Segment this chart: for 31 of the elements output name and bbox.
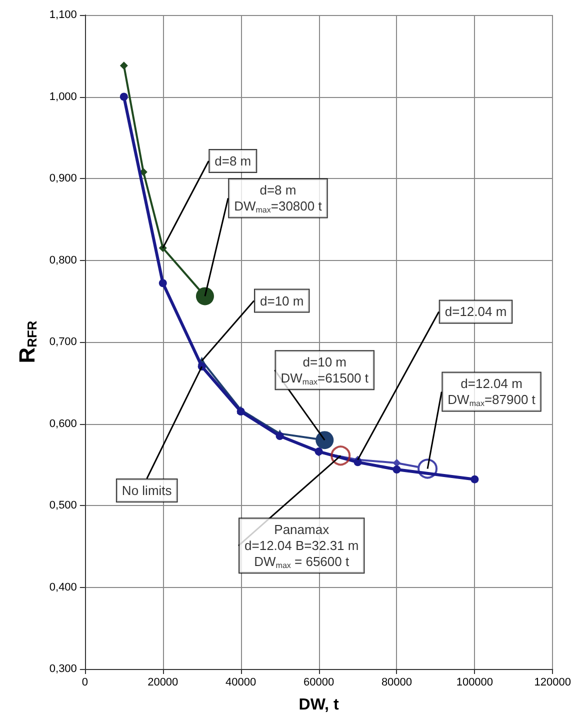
point bbox=[120, 92, 128, 101]
y-tick-label: 0,300 bbox=[49, 663, 77, 675]
point bbox=[354, 458, 362, 466]
point bbox=[158, 279, 167, 288]
x-tick-label: 120000 bbox=[534, 676, 572, 688]
x-axis-title: DW, t bbox=[298, 696, 340, 714]
point bbox=[392, 466, 401, 474]
point bbox=[470, 475, 479, 484]
point bbox=[330, 446, 351, 466]
y-tick-label: 0,800 bbox=[49, 254, 77, 266]
text: No limits bbox=[122, 483, 172, 498]
x-tick-label: 100000 bbox=[456, 676, 494, 688]
x-tick-label: 20000 bbox=[148, 676, 178, 688]
y-tick-label: 0,600 bbox=[49, 418, 77, 430]
point bbox=[392, 458, 401, 467]
point bbox=[276, 432, 284, 440]
x-tick-label: 80000 bbox=[381, 676, 412, 688]
x-tick-label: 0 bbox=[82, 676, 88, 688]
x-tick-label: 40000 bbox=[226, 676, 256, 688]
y-tick-label: 0,500 bbox=[49, 500, 77, 512]
point bbox=[120, 62, 128, 70]
text: d=12.04 m bbox=[444, 304, 507, 320]
x-tick-label: 60000 bbox=[303, 676, 334, 688]
y-tick-label: 1,100 bbox=[49, 9, 77, 21]
y-tick-label: 0,900 bbox=[49, 172, 77, 184]
text: d=8 m bbox=[214, 153, 252, 168]
y-tick-label: 0,700 bbox=[49, 336, 77, 348]
text: d=10 m bbox=[260, 293, 304, 308]
y-axis-title: RRFR bbox=[14, 320, 40, 364]
y-tick-label: 0,400 bbox=[49, 581, 77, 594]
y-tick-label: 1,000 bbox=[49, 90, 77, 103]
